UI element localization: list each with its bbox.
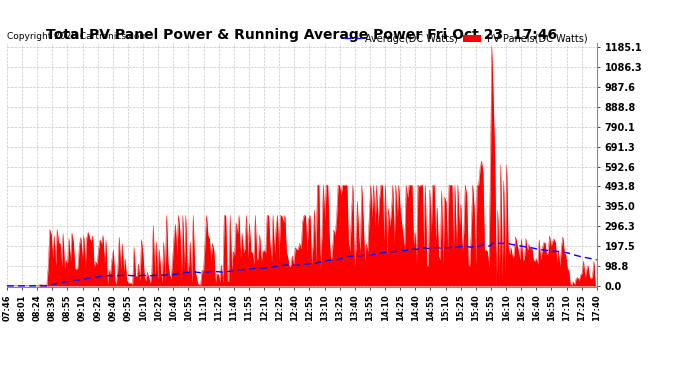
Text: Copyright 2020 Cartronics.com: Copyright 2020 Cartronics.com	[7, 32, 148, 41]
Legend: Average(DC Watts),  PV Panels(DC Watts): Average(DC Watts), PV Panels(DC Watts)	[340, 30, 592, 48]
Title: Total PV Panel Power & Running Average Power Fri Oct 23  17:46: Total PV Panel Power & Running Average P…	[46, 28, 558, 42]
